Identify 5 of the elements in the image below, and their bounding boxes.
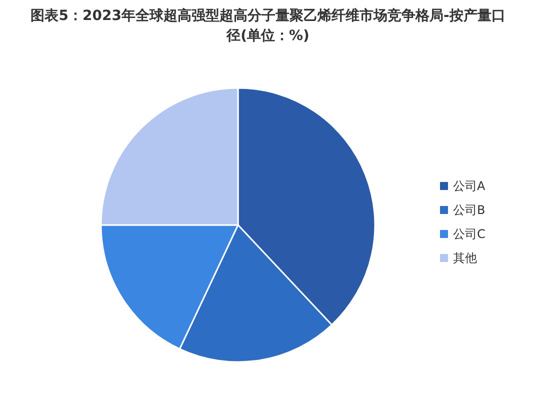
chart-title: 图表5：2023年全球超高强型超高分子量聚乙烯纤维市场竞争格局-按产量口径(单位：%)	[30, 7, 506, 44]
legend-label: 公司A	[453, 179, 486, 193]
legend-label: 公司B	[453, 203, 486, 217]
legend-label: 公司C	[453, 227, 486, 241]
legend-label: 其他	[453, 251, 477, 265]
